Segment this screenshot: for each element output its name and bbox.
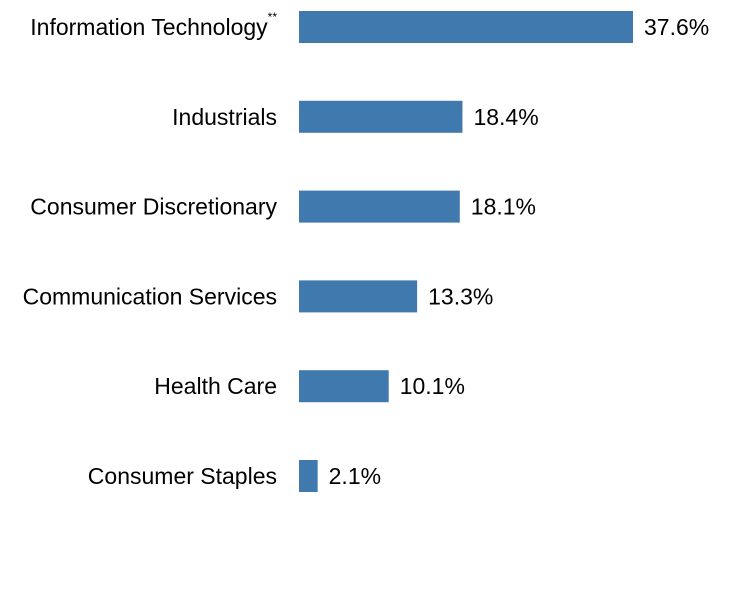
bar xyxy=(299,280,418,313)
value-label: 13.3% xyxy=(428,283,493,309)
footnote-marker: ** xyxy=(268,10,278,24)
bar xyxy=(299,460,318,492)
labels-layer: Information Technology** 37.6% Industrials… xyxy=(23,10,710,489)
bar xyxy=(299,100,463,133)
value-label: 18.1% xyxy=(471,194,536,220)
value-label: 18.4% xyxy=(473,104,538,130)
bars-layer xyxy=(299,11,633,492)
bar xyxy=(299,11,633,43)
category-label: Consumer Discretionary xyxy=(30,194,277,220)
bar xyxy=(299,190,460,223)
category-label: Communication Services xyxy=(23,283,277,309)
category-label: Health Care xyxy=(154,373,277,399)
value-label: 10.1% xyxy=(400,373,465,399)
value-label: 37.6% xyxy=(644,14,709,40)
category-label: Consumer Staples xyxy=(88,463,277,489)
bar xyxy=(299,370,389,403)
value-label: 2.1% xyxy=(329,463,381,489)
category-label: Industrials xyxy=(172,104,277,130)
category-label: Information Technology** xyxy=(30,10,277,40)
